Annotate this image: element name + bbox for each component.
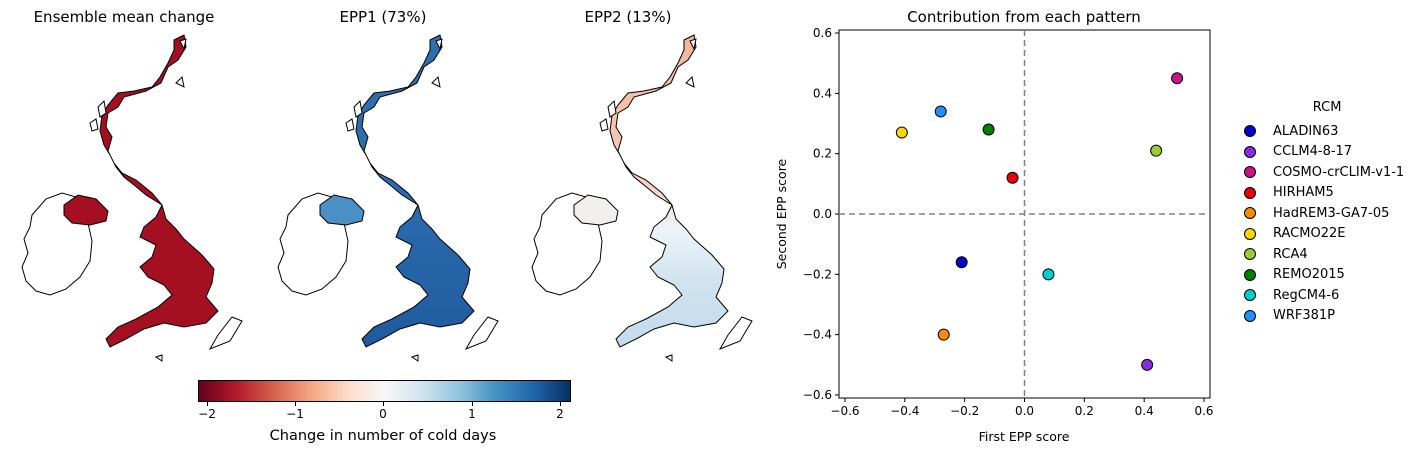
colorbar xyxy=(198,380,571,402)
y-tick-label: 0.4 xyxy=(813,86,832,100)
legend-marker xyxy=(1244,248,1256,261)
legend-marker xyxy=(1244,207,1256,220)
legend-item: HadREM3-GA7-05 xyxy=(1240,203,1404,224)
colorbar-tick xyxy=(207,401,208,406)
y-axis-label: Second EPP score xyxy=(774,158,789,269)
legend-item: ALADIN63 xyxy=(1240,121,1404,142)
legend-label: WRF381P xyxy=(1273,308,1336,324)
point-cosmo-crclim-v1-1 xyxy=(1171,72,1184,85)
colorbar-tick xyxy=(560,401,561,406)
x-tick-label: 0.0 xyxy=(1015,404,1034,418)
colorbar-tick-label: 1 xyxy=(468,407,476,421)
colorbar-tick-label: 2 xyxy=(556,407,564,421)
colorbar-tick xyxy=(383,401,384,406)
legend-item: CCLM4-8-17 xyxy=(1240,142,1404,163)
legend-item: RACMO22E xyxy=(1240,224,1404,245)
colorbar-tick-label: −2 xyxy=(198,407,216,421)
legend-title: RCM xyxy=(1312,100,1342,115)
point-cclm4-8-17 xyxy=(1141,358,1154,371)
point-hadrem3-ga7-05 xyxy=(937,328,950,341)
map-ensemble-mean xyxy=(21,34,243,362)
point-aladin63 xyxy=(955,256,968,269)
legend-label: HIRHAM5 xyxy=(1273,185,1334,201)
legend-item: COSMO-crCLIM-v1-1 xyxy=(1240,162,1404,183)
colorbar-tick-label: −1 xyxy=(286,407,304,421)
legend-marker xyxy=(1244,186,1256,199)
map-epp2 xyxy=(531,34,753,362)
legend-item: REMO2015 xyxy=(1240,265,1404,286)
x-axis-label: First EPP score xyxy=(979,429,1070,444)
legend-item: HIRHAM5 xyxy=(1240,183,1404,204)
point-hirham5 xyxy=(1006,171,1019,184)
legend-marker xyxy=(1244,227,1256,240)
point-wrf381p xyxy=(934,105,947,118)
y-tick-label: −0.2 xyxy=(803,267,832,281)
map-title-epp1: EPP1 (73%) xyxy=(339,8,427,26)
map-title-epp2: EPP2 (13%) xyxy=(584,8,672,26)
legend-label: RegCM4-6 xyxy=(1273,287,1340,303)
colorbar-label: Change in number of cold days xyxy=(269,428,497,444)
x-tick-label: −0.6 xyxy=(830,404,859,418)
legend-marker xyxy=(1244,145,1256,158)
legend-marker xyxy=(1244,289,1256,302)
y-tick-label: 0.6 xyxy=(813,26,832,40)
x-tick-label: 0.2 xyxy=(1075,404,1094,418)
legend-label: COSMO-crCLIM-v1-1 xyxy=(1273,164,1405,180)
legend-item: RCA4 xyxy=(1240,244,1404,265)
legend-label: RCA4 xyxy=(1273,246,1308,262)
map-epp1 xyxy=(277,34,499,362)
legend-label: CCLM4-8-17 xyxy=(1273,144,1353,160)
legend: RCM ALADIN63 CCLM4-8-17 COSMO-crCLIM-v1-1 H… xyxy=(1240,100,1404,326)
colorbar-tick xyxy=(295,401,296,406)
point-remo2015 xyxy=(982,123,995,136)
colorbar-tick-label: 0 xyxy=(379,407,387,421)
legend-item: RegCM4-6 xyxy=(1240,285,1404,306)
x-tick-label: −0.4 xyxy=(890,404,919,418)
legend-item: WRF381P xyxy=(1240,306,1404,327)
legend-marker xyxy=(1244,268,1256,281)
x-tick-label: 0.4 xyxy=(1135,404,1154,418)
legend-marker xyxy=(1244,166,1256,179)
y-tick-label: −0.4 xyxy=(803,328,832,342)
colorbar-tick xyxy=(472,401,473,406)
map-title-ensemble: Ensemble mean change xyxy=(33,8,215,26)
scatter-title: Contribution from each pattern xyxy=(907,8,1141,26)
legend-label: ALADIN63 xyxy=(1273,123,1339,139)
legend-label: HadREM3-GA7-05 xyxy=(1273,205,1390,221)
x-tick-label: 0.6 xyxy=(1194,404,1213,418)
legend-label: RACMO22E xyxy=(1273,226,1346,242)
legend-label: REMO2015 xyxy=(1273,267,1345,283)
y-tick-label: 0.0 xyxy=(813,207,832,221)
y-tick-label: −0.6 xyxy=(803,388,832,402)
legend-marker xyxy=(1244,309,1256,322)
scatter-plot: Contribution from each pattern −0.6 −0.4 −… xyxy=(774,8,1214,444)
point-rca4 xyxy=(1150,144,1163,157)
x-tick-label: −0.2 xyxy=(950,404,979,418)
point-regcm4-6 xyxy=(1042,268,1055,281)
y-tick-label: 0.2 xyxy=(813,147,832,161)
point-racmo22e xyxy=(895,126,908,139)
legend-marker xyxy=(1244,125,1256,138)
